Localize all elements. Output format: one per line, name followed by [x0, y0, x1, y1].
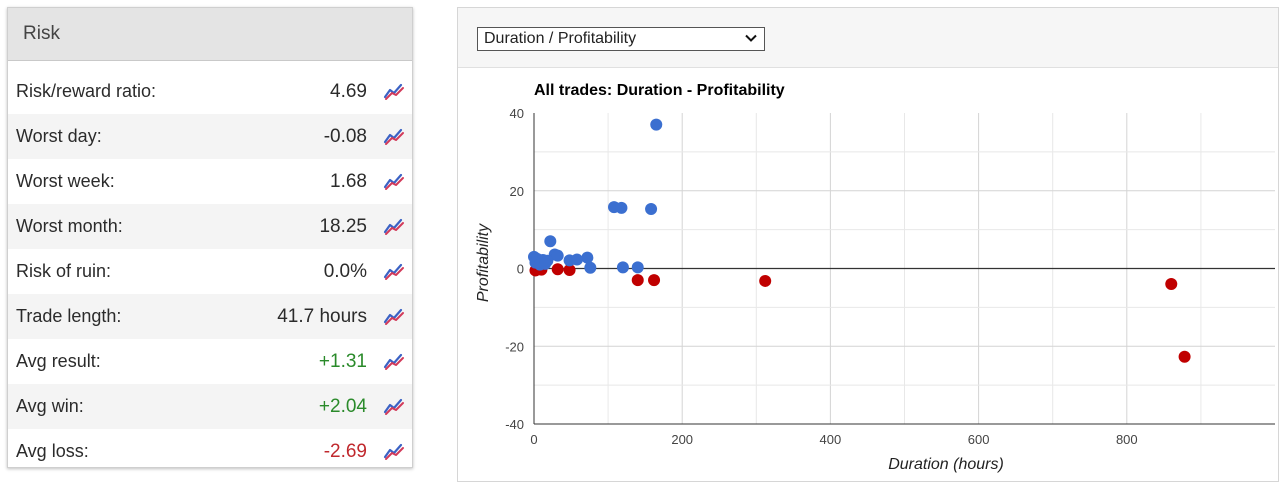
losing-trade-point	[631, 274, 644, 287]
risk-stat-value: -0.08	[323, 125, 367, 147]
risk-stat-row: Risk/reward ratio: 4.69	[8, 69, 412, 114]
y-tick-label: 20	[510, 184, 524, 199]
x-tick-label: 0	[530, 432, 537, 447]
winning-trade-point	[544, 235, 557, 248]
winning-trade-point	[631, 261, 644, 274]
y-tick-label: 40	[510, 106, 524, 121]
risk-stat-row: Avg loss: -2.69	[8, 429, 412, 474]
risk-stat-row: Trade length: 41.7 hours	[8, 294, 412, 339]
risk-stat-value: +1.31	[318, 350, 367, 372]
risk-stat-row: Avg result: +1.31	[8, 339, 412, 384]
risk-stat-row: Worst month: 18.25	[8, 204, 412, 249]
risk-stat-label: Worst week:	[16, 171, 115, 191]
x-tick-label: 400	[820, 432, 842, 447]
risk-stat-label: Risk/reward ratio:	[16, 81, 157, 101]
risk-stat-value: 4.69	[330, 80, 367, 102]
risk-stat-value: -2.69	[323, 440, 367, 462]
chart-trend-icon[interactable]	[383, 171, 405, 191]
chart-type-select-value: Duration / Profitability	[484, 30, 637, 47]
chart-panel: Duration / Profitability All trades: Dur…	[457, 7, 1279, 482]
y-tick-label: 0	[517, 262, 524, 277]
chart-trend-icon[interactable]	[383, 261, 405, 281]
winning-trade-point	[584, 261, 597, 274]
losing-trade-point	[648, 274, 661, 287]
duration-profitability-scatter-chart: All trades: Duration - Profitability 40 20…	[475, 82, 1275, 473]
winning-trade-point	[615, 201, 628, 214]
risk-panel: Risk Risk/reward ratio: 4.69 Worst day: -0.…	[7, 7, 413, 468]
risk-stat-value: 41.7 hours	[277, 305, 367, 327]
losing-trade-point	[1178, 350, 1191, 363]
winning-trade-point	[539, 257, 552, 270]
winning-trade-point	[570, 253, 583, 266]
chart-trend-icon[interactable]	[383, 396, 405, 416]
y-axis-label: Profitability	[475, 223, 492, 302]
x-tick-label: 600	[968, 432, 990, 447]
chart-trend-icon[interactable]	[383, 126, 405, 146]
y-tick-label: -20	[505, 339, 524, 354]
risk-panel-title: Risk	[23, 23, 60, 44]
risk-stat-label: Avg win:	[16, 396, 84, 416]
risk-stat-row: Avg win: +2.04	[8, 384, 412, 429]
y-tick-label: -40	[505, 417, 524, 432]
risk-stat-label: Avg result:	[16, 351, 101, 371]
risk-stat-row: Worst week: 1.68	[8, 159, 412, 204]
risk-stat-label: Trade length:	[16, 306, 122, 326]
chart-trend-icon[interactable]	[383, 306, 405, 326]
winning-trade-point	[645, 203, 658, 216]
winning-trade-point	[581, 251, 594, 264]
chart-type-select[interactable]: Duration / Profitability	[477, 27, 765, 51]
risk-stat-value: 1.68	[330, 170, 367, 192]
winning-trade-point	[616, 261, 629, 274]
chart-title: All trades: Duration - Profitability	[534, 82, 785, 99]
chart-trend-icon[interactable]	[383, 216, 405, 236]
chart-trend-icon[interactable]	[383, 81, 405, 101]
losing-trade-point	[1165, 278, 1178, 291]
chevron-down-icon	[745, 34, 757, 42]
x-axis-label: Duration (hours)	[888, 456, 1004, 473]
risk-stat-label: Avg loss:	[16, 441, 89, 461]
x-tick-label: 200	[671, 432, 693, 447]
risk-stat-value: 0.0%	[323, 260, 367, 282]
losing-trade-point	[551, 263, 564, 276]
risk-stat-row: Risk of ruin: 0.0%	[8, 249, 412, 294]
chart-toolbar: Duration / Profitability	[458, 8, 1278, 68]
x-tick-label: 800	[1116, 432, 1138, 447]
risk-stat-label: Risk of ruin:	[16, 261, 112, 281]
risk-stat-value: +2.04	[318, 395, 367, 417]
losing-trade-point	[563, 264, 576, 277]
risk-panel-header: Risk	[8, 8, 412, 61]
chart-trend-icon[interactable]	[383, 351, 405, 371]
risk-stat-label: Worst day:	[16, 126, 102, 146]
risk-stat-list: Risk/reward ratio: 4.69 Worst day: -0.08 Wor…	[8, 69, 412, 474]
chart-trend-icon[interactable]	[383, 441, 405, 461]
winning-trade-point	[551, 249, 564, 262]
risk-stat-row: Worst day: -0.08	[8, 114, 412, 159]
risk-stat-value: 18.25	[319, 215, 367, 237]
risk-stat-label: Worst month:	[16, 216, 123, 236]
losing-trade-point	[759, 274, 772, 287]
winning-trade-point	[650, 118, 663, 131]
